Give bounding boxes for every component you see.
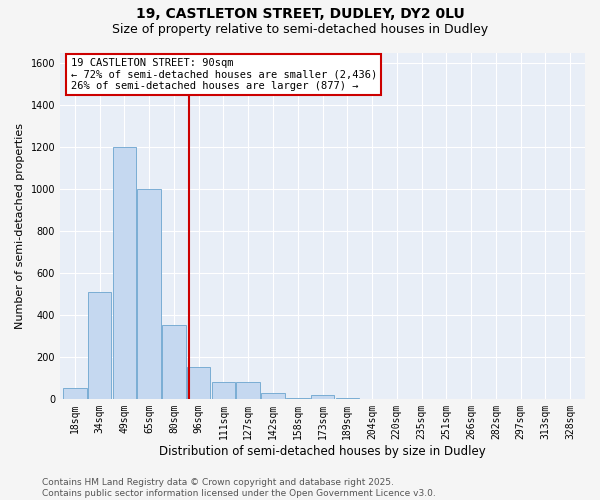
Bar — [187, 368, 211, 399]
Bar — [88, 292, 112, 399]
Bar — [286, 398, 310, 399]
Text: 19 CASTLETON STREET: 90sqm
← 72% of semi-detached houses are smaller (2,436)
26%: 19 CASTLETON STREET: 90sqm ← 72% of semi… — [71, 58, 377, 91]
Bar — [162, 326, 186, 399]
Bar — [113, 147, 136, 399]
Bar — [63, 388, 86, 399]
Bar — [261, 392, 285, 399]
Bar — [137, 189, 161, 399]
Bar — [311, 394, 334, 399]
Bar — [335, 398, 359, 399]
Text: Contains HM Land Registry data © Crown copyright and database right 2025.
Contai: Contains HM Land Registry data © Crown c… — [42, 478, 436, 498]
Y-axis label: Number of semi-detached properties: Number of semi-detached properties — [15, 122, 25, 328]
Bar — [236, 382, 260, 399]
Text: Size of property relative to semi-detached houses in Dudley: Size of property relative to semi-detach… — [112, 22, 488, 36]
X-axis label: Distribution of semi-detached houses by size in Dudley: Distribution of semi-detached houses by … — [159, 444, 486, 458]
Text: 19, CASTLETON STREET, DUDLEY, DY2 0LU: 19, CASTLETON STREET, DUDLEY, DY2 0LU — [136, 8, 464, 22]
Bar — [212, 382, 235, 399]
